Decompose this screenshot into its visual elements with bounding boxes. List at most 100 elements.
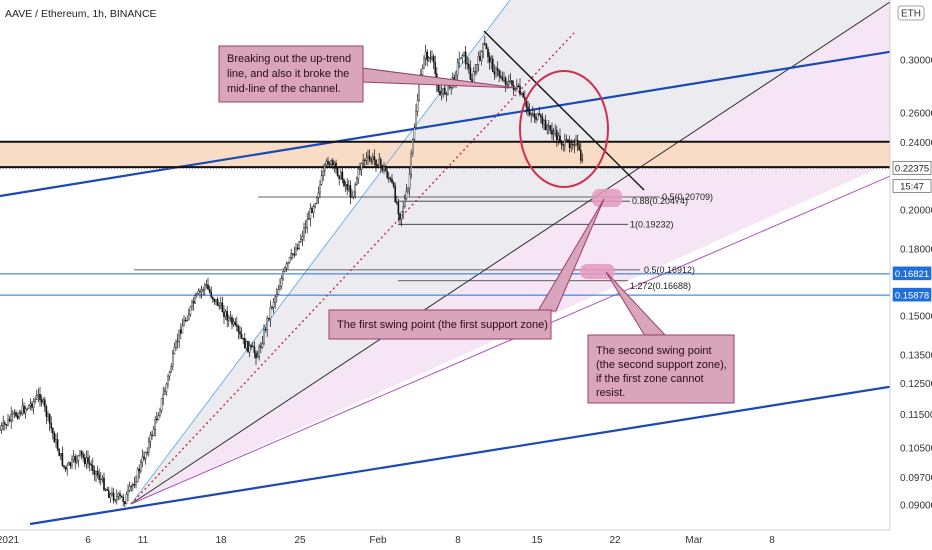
candle-body [506, 84, 509, 86]
candle-body [517, 85, 520, 87]
candle-body [205, 284, 208, 286]
candle-body [261, 343, 264, 348]
candle-body [279, 286, 281, 290]
candle-body [128, 485, 131, 491]
candle-body [173, 347, 176, 354]
candle-body [485, 44, 488, 50]
candle-body [546, 126, 548, 131]
candle-body [370, 158, 373, 162]
candle-body [472, 71, 475, 83]
candle-body [416, 100, 419, 112]
candle-body [42, 399, 44, 403]
candle-body [532, 113, 534, 115]
candle-body [356, 178, 358, 185]
candle-body [312, 206, 315, 214]
candle-body [429, 57, 432, 59]
candle-body [272, 302, 275, 308]
candle-body [131, 484, 134, 487]
horizontal-levels [0, 140, 890, 296]
candle-body [352, 191, 355, 197]
chart-title: AAVE / Ethereum, 1h, BINANCE [5, 8, 157, 20]
candle-body [195, 293, 198, 296]
candle-body [139, 462, 142, 472]
candle-body [509, 80, 512, 82]
candle-body [508, 81, 510, 85]
candle-body [255, 352, 257, 359]
candle-body [74, 456, 76, 463]
candle-body [115, 496, 118, 501]
candle-body [394, 186, 397, 202]
candle-body [245, 341, 248, 349]
candle-body [456, 62, 459, 76]
candle-body [290, 253, 293, 258]
annotation-first-swing[interactable]: The first swing point (the first support… [328, 198, 605, 340]
fib-label: 1.272(0.16688) [630, 281, 691, 291]
annotation-second-swing[interactable]: The second swing point (the second suppo… [587, 271, 735, 404]
fib-label: 0.5(0.20709) [662, 192, 713, 202]
candle-body [319, 184, 321, 194]
x-tick-label: 8 [769, 535, 775, 546]
candle-body [375, 159, 377, 166]
candle-body [0, 425, 3, 431]
candle-body [338, 175, 341, 179]
first-swing-text: The first swing point (the first support… [337, 319, 548, 331]
x-tick-label: 2021 [0, 535, 20, 546]
annotation-breakout[interactable]: Breaking out the up-trend line, and also… [218, 45, 519, 103]
candle-body [119, 493, 121, 497]
candle-body [99, 478, 102, 481]
currency-badge[interactable] [897, 5, 925, 21]
candle-body [157, 415, 160, 421]
candle-body [400, 211, 403, 220]
candle-body [544, 120, 547, 131]
candle-body [495, 68, 497, 75]
candle-body [125, 494, 128, 505]
candle-body [487, 48, 489, 58]
support-zone [0, 141, 890, 168]
candle-body [13, 412, 16, 414]
candle-body [56, 439, 59, 450]
candle-body [181, 325, 184, 334]
candle-body [168, 372, 171, 377]
second-zone-marker [580, 264, 615, 279]
candle-body [269, 306, 272, 320]
candle-body [264, 329, 267, 331]
candle-body [349, 185, 352, 197]
candle-body [224, 311, 227, 317]
candle-body [123, 501, 126, 505]
candle-body [184, 319, 187, 322]
candle-body [460, 57, 462, 60]
candle-body [31, 403, 33, 408]
candle-body [194, 295, 197, 304]
candle-body [496, 68, 499, 72]
candle-body [18, 412, 21, 419]
x-tick-label: 15 [531, 535, 543, 546]
candle-body [386, 170, 389, 178]
x-tick-label: 22 [609, 535, 621, 546]
candle-body [405, 190, 408, 199]
candle-body [373, 156, 376, 160]
breakout-line-2: line, and also it broke the [227, 68, 349, 80]
candle-body [50, 423, 52, 429]
candle-body [146, 451, 149, 454]
candle-body [37, 394, 40, 396]
candle-body [192, 301, 195, 304]
candle-body [103, 477, 105, 491]
candle-body [357, 168, 360, 180]
second-swing-line-3: if the first zone cannot [596, 373, 704, 385]
candle-body [426, 51, 429, 61]
candle-body [183, 319, 185, 327]
candle-body [557, 135, 560, 140]
channel-fills [0, 0, 890, 504]
candle-body [444, 87, 446, 94]
time-axis[interactable]: 2021 6 11 18 25 Feb 8 15 22 Mar 8 [0, 529, 890, 546]
candle-body [399, 213, 401, 220]
candle-body [144, 452, 147, 460]
candle-body [568, 140, 571, 148]
candle-body [3, 422, 6, 425]
candle-body [277, 289, 280, 295]
candle-body [93, 470, 96, 475]
x-tick-label: 8 [455, 535, 461, 546]
candle-body [135, 481, 137, 486]
